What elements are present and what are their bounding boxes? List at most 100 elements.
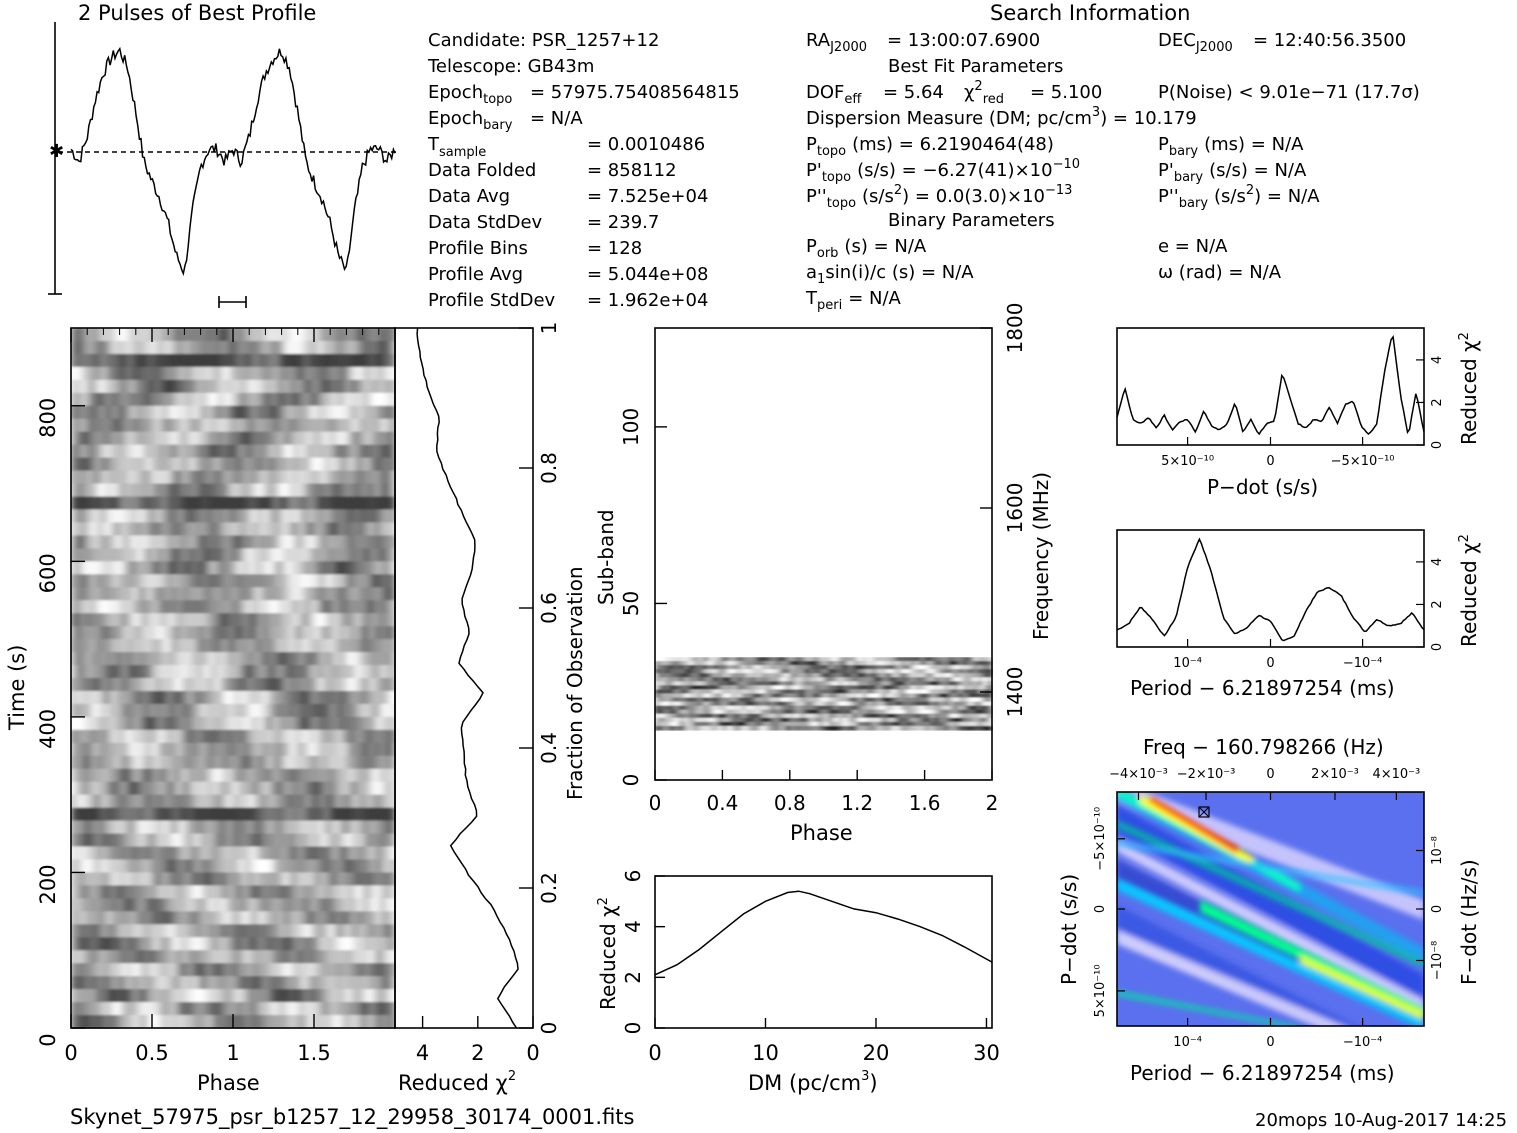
time-phase-cell [278, 716, 285, 731]
time-phase-cell [96, 950, 102, 964]
time-phase-cell [329, 496, 335, 511]
time-phase-cell [86, 678, 92, 692]
time-phase-cell [283, 366, 290, 381]
time-phase-cell [278, 833, 285, 848]
time-phase-cell [339, 885, 345, 899]
time-phase-cell [227, 678, 234, 692]
time-phase-cell [101, 665, 108, 679]
time-phase-cell [202, 898, 209, 912]
time-phase-cell [278, 872, 285, 887]
time-phase-cell [314, 418, 320, 433]
subband-cell [688, 693, 695, 699]
time-phase-cell [116, 548, 123, 562]
time-phase-cell [131, 457, 138, 472]
time-phase-cell [192, 328, 199, 342]
time-phase-cell [273, 340, 280, 355]
subband-cell [804, 725, 810, 731]
time-phase-cell [96, 678, 102, 692]
subband-cell [842, 661, 849, 666]
subband-cell [727, 665, 733, 670]
time-phase-cell [202, 483, 209, 498]
time-phase-cell [344, 950, 351, 964]
time-phase-cell [278, 898, 285, 912]
subband-cell [698, 693, 704, 699]
subband-cell [857, 669, 863, 674]
time-phase-cell [258, 444, 264, 459]
time-phase-cell [283, 794, 290, 809]
subband-cell [655, 657, 661, 662]
subband-cell [659, 693, 666, 699]
time-phase-cell [233, 716, 239, 731]
time-phase-cell [248, 703, 254, 718]
time-phase-cell [162, 340, 168, 355]
subband-cell [789, 673, 796, 678]
time-phase-cell [288, 483, 295, 498]
time-phase-cell [116, 755, 123, 770]
time-phase-cell [96, 366, 102, 381]
subband-cell [890, 689, 897, 695]
time-tick-label: 800 [36, 398, 60, 438]
time-phase-cell [319, 626, 325, 640]
time-phase-cell [308, 794, 315, 809]
subband-cell [943, 689, 950, 695]
subband-cell [910, 657, 916, 662]
time-phase-cell [96, 665, 102, 679]
time-phase-cell [76, 444, 82, 459]
hm-period-tick-label: −10⁻⁴ [1343, 1035, 1383, 1050]
time-phase-cell [76, 963, 82, 977]
time-phase-cell [308, 885, 315, 899]
time-phase-cell [177, 587, 183, 601]
time-phase-cell [344, 768, 351, 783]
time-phase-cell [222, 1002, 229, 1016]
time-phase-cell [116, 457, 123, 472]
time-phase-cell [258, 652, 264, 666]
time-phase-cell [207, 742, 214, 757]
time-phase-cell [131, 431, 138, 446]
time-phase-cell [364, 729, 371, 744]
subband-cell [775, 709, 781, 715]
subband-cell [982, 665, 988, 670]
time-phase-cell [339, 911, 345, 925]
time-phase-cell [157, 392, 163, 407]
time-phase-cell [227, 405, 234, 420]
time-phase-cell [344, 509, 351, 524]
time-phase-cell [293, 457, 300, 472]
time-phase-cell [111, 587, 118, 601]
time-phase-cell [268, 742, 275, 757]
time-phase-cell [384, 340, 391, 355]
time-phase-cell [329, 950, 335, 964]
time-phase-cell [329, 418, 335, 433]
time-phase-cell [71, 963, 77, 977]
time-phase-cell [187, 690, 194, 705]
subband-cell [703, 669, 709, 674]
time-phase-cell [177, 483, 183, 498]
time-phase-cell [86, 911, 92, 925]
subband-cell [967, 721, 974, 727]
time-phase-cell [308, 639, 315, 653]
time-phase-cell [207, 574, 214, 588]
time-phase-cell [233, 859, 239, 874]
info-row-label: Data Folded [428, 160, 536, 181]
subband-cell [818, 717, 825, 723]
subband-cell [862, 661, 868, 666]
subband-cell [987, 677, 993, 682]
time-phase-cell [319, 340, 325, 355]
time-phase-cell [339, 872, 345, 887]
subband-cell [847, 713, 853, 719]
time-phase-cell [227, 418, 234, 433]
time-phase-cell [217, 509, 224, 524]
time-phase-cell [374, 678, 381, 692]
subband-cell [967, 701, 974, 707]
time-phase-cell [207, 755, 214, 770]
time-phase-cell [319, 963, 325, 977]
subband-cell [939, 677, 945, 682]
time-phase-cell [314, 846, 320, 861]
time-phase-cell [273, 872, 280, 887]
time-phase-cell [314, 444, 320, 459]
subband-cell [939, 713, 945, 719]
time-phase-cell [273, 548, 280, 562]
time-phase-cell [81, 535, 87, 549]
time-phase-cell [369, 574, 376, 588]
time-phase-cell [81, 587, 87, 601]
time-phase-cell [273, 1015, 280, 1029]
